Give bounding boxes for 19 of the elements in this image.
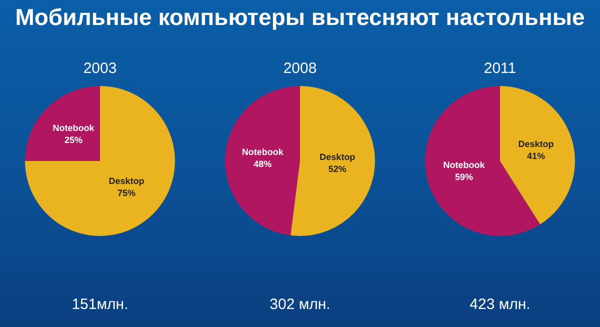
slice-label: Notebook	[242, 147, 284, 158]
slice-label: Notebook	[52, 122, 96, 133]
chart-subtitle: 2011	[482, 60, 518, 79]
chart-subtitle: 2008	[282, 60, 318, 79]
text: Мобильные компьютеры вытесняют настольные	[14, 4, 586, 31]
data-label: 52%	[328, 164, 346, 174]
slice-label: Desktop	[518, 139, 554, 150]
slice-label: Desktop	[320, 152, 356, 162]
data-label: 59%	[454, 172, 473, 182]
chart-subtitle: 2003	[82, 60, 118, 79]
data-label: 41%	[527, 151, 546, 162]
data-label: 25%	[64, 134, 82, 145]
data-label: 48%	[254, 159, 272, 170]
data-label: 75%	[118, 188, 136, 198]
text: 423 млн.	[468, 296, 532, 313]
text: 302 млн.	[268, 296, 332, 313]
slice-label: Desktop	[108, 176, 145, 186]
text: 151млн.	[70, 296, 130, 313]
slice-label: Notebook	[443, 160, 486, 170]
